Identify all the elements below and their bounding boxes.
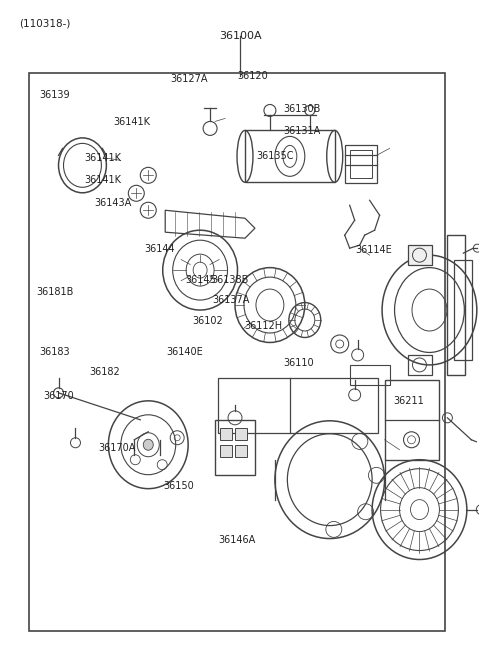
Text: 36141K: 36141K	[113, 117, 150, 126]
Text: 36150: 36150	[163, 481, 194, 491]
Text: 36135C: 36135C	[257, 151, 294, 161]
Text: 36141K: 36141K	[84, 153, 121, 162]
Text: 36141K: 36141K	[84, 176, 121, 185]
Bar	[408, 245, 432, 265]
Bar	[350, 365, 390, 385]
Text: 36138B: 36138B	[211, 276, 249, 286]
Text: 36139: 36139	[39, 90, 70, 100]
Text: 36170: 36170	[44, 391, 74, 401]
Text: 36102: 36102	[192, 316, 223, 326]
Text: 36143A: 36143A	[94, 198, 131, 208]
Bar	[235, 445, 247, 457]
Bar	[455, 260, 472, 360]
Text: 36170A: 36170A	[99, 443, 136, 453]
Bar	[220, 428, 232, 440]
Text: 36137A: 36137A	[213, 295, 250, 305]
Text: 36120: 36120	[238, 71, 268, 81]
Text: 36146A: 36146A	[218, 535, 256, 545]
Text: (110318-): (110318-)	[19, 18, 70, 29]
Bar	[350, 151, 372, 178]
Text: 36100A: 36100A	[219, 31, 261, 41]
Bar	[220, 445, 232, 457]
Text: 36127A: 36127A	[170, 74, 208, 84]
Text: 36140E: 36140E	[166, 347, 203, 358]
Bar	[235, 428, 247, 440]
Text: 36112H: 36112H	[245, 321, 283, 331]
Bar	[408, 355, 432, 375]
Text: 36110: 36110	[283, 358, 314, 369]
Text: 36114E: 36114E	[355, 246, 392, 255]
Text: 36130B: 36130B	[283, 103, 321, 113]
Bar	[384, 380, 439, 460]
Bar	[345, 145, 377, 183]
Text: 36211: 36211	[393, 396, 424, 405]
Bar	[447, 235, 465, 375]
Ellipse shape	[144, 440, 153, 450]
Bar	[215, 420, 255, 475]
Text: 36183: 36183	[39, 347, 70, 358]
Text: 36182: 36182	[89, 367, 120, 377]
Text: 36145: 36145	[185, 276, 216, 286]
Bar	[245, 130, 335, 182]
Text: 36181B: 36181B	[36, 286, 74, 297]
Text: 36144: 36144	[144, 244, 175, 254]
Bar	[29, 73, 445, 631]
Text: 36131A: 36131A	[283, 126, 320, 136]
Bar	[218, 378, 378, 433]
